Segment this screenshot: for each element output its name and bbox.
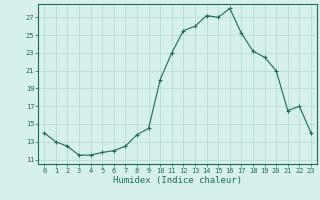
X-axis label: Humidex (Indice chaleur): Humidex (Indice chaleur) (113, 176, 242, 185)
